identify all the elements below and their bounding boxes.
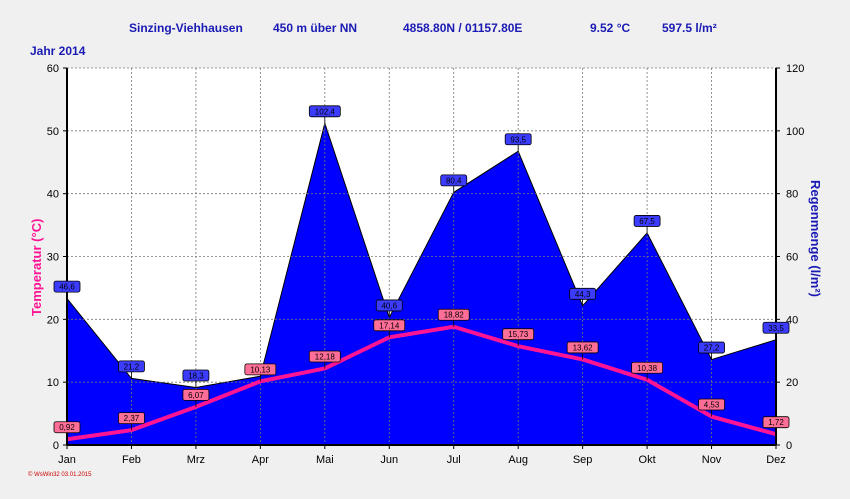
temperature-data-label-box [53,421,81,434]
temperature-data-label-box [182,388,210,401]
left-axis-label: Temperatur (°C) [29,219,44,316]
temperature-data-label: 4,53 [704,401,720,410]
rain-data-label: 40,6 [381,301,397,310]
temperature-data-label: 15,73 [508,330,529,339]
rain-data-label-box [182,369,210,382]
rain-data-label: 18,3 [188,372,204,381]
right-tick-label: 80 [786,189,798,201]
rain-data-label-box [504,133,532,146]
temperature-data-label-box [244,363,277,376]
left-tick-label: 60 [47,63,59,75]
right-tick-label: 120 [786,63,804,75]
temperature-data-label-box [566,341,599,354]
rain-data-label: 33,5 [768,324,784,333]
right-tick-label: 100 [786,126,804,138]
footer-credit: © WsWin32 03.01.2015 [28,472,92,478]
temperature-data-label-box [502,328,535,341]
temperature-data-label: 0,92 [59,423,75,432]
year-label: Jahr 2014 [30,44,86,58]
total-rainfall: 597.5 l/m² [662,21,717,35]
x-tick-label: Sep [573,454,593,466]
temperature-data-label: 10,13 [250,365,271,374]
x-tick-label: Okt [639,454,656,466]
rain-data-label-box [118,360,145,373]
rain-data-label: 46,6 [59,283,75,292]
left-tick-label: 0 [53,440,59,452]
temperature-data-label: 1,72 [768,418,784,427]
x-tick-label: Dez [766,454,786,466]
right-axis-label: Regenmenge (l/m²) [808,180,823,297]
temperature-data-label: 10,38 [637,364,658,373]
station-altitude: 450 m über NN [273,21,358,35]
rain-data-label: 102,4 [315,107,336,116]
x-tick-label: Aug [508,454,528,466]
station-coordinates: 4858.80N / 01157.80E [403,21,523,35]
x-tick-label: Jul [447,454,461,466]
rain-data-label-box [633,215,661,227]
rain-data-label-box [440,174,468,187]
right-tick-label: 60 [786,252,798,264]
x-tick-label: Apr [252,454,269,466]
right-tick-label: 20 [786,377,798,389]
right-tick-label: 0 [786,440,792,452]
rain-data-label-box [569,287,597,300]
temperature-data-label-box [118,412,145,425]
rain-data-label-box [375,299,403,312]
left-tick-label: 30 [47,252,59,264]
left-tick-label: 20 [47,314,59,326]
rain-data-label: 80,4 [446,176,462,185]
temperature-data-label-box [308,350,341,363]
temperature-data-label-box [373,319,406,332]
temperature-data-label: 2,37 [124,414,140,423]
average-temperature: 9.52 °C [590,21,631,35]
temperature-data-label-box [437,308,470,321]
rain-data-label: 44,3 [575,290,591,299]
temperature-line [66,324,777,442]
station-name: Sinzing-Viehhausen [129,21,243,35]
rain-data-label: 27,2 [704,344,720,353]
rain-data-label-box [53,280,81,293]
left-tick-label: 10 [47,377,59,389]
x-tick-label: Mai [316,454,334,466]
x-tick-label: Jun [380,454,398,466]
rain-data-label-box [762,321,790,334]
rain-data-label-box [308,105,341,118]
temperature-data-label-box [762,416,790,429]
x-tick-label: Feb [122,454,141,466]
temperature-data-label: 6,07 [188,391,204,400]
temperature-data-label-box [698,398,725,411]
left-tick-label: 50 [47,126,59,138]
rain-data-label: 21,2 [124,362,140,371]
x-tick-label: Jan [58,454,76,466]
rain-data-label: 93,5 [510,135,526,144]
left-tick-label: 40 [47,189,59,201]
rain-data-label-box [698,341,725,354]
temperature-data-label: 18,82 [444,311,465,320]
temperature-data-label: 17,14 [379,321,400,330]
rain-data-label: 67,5 [639,217,655,226]
x-tick-label: Mrz [187,454,205,466]
temperature-data-label-box [631,361,663,374]
x-tick-label: Nov [702,454,722,466]
temperature-data-label: 13,62 [573,343,594,352]
temperature-data-label: 12,18 [315,352,336,361]
